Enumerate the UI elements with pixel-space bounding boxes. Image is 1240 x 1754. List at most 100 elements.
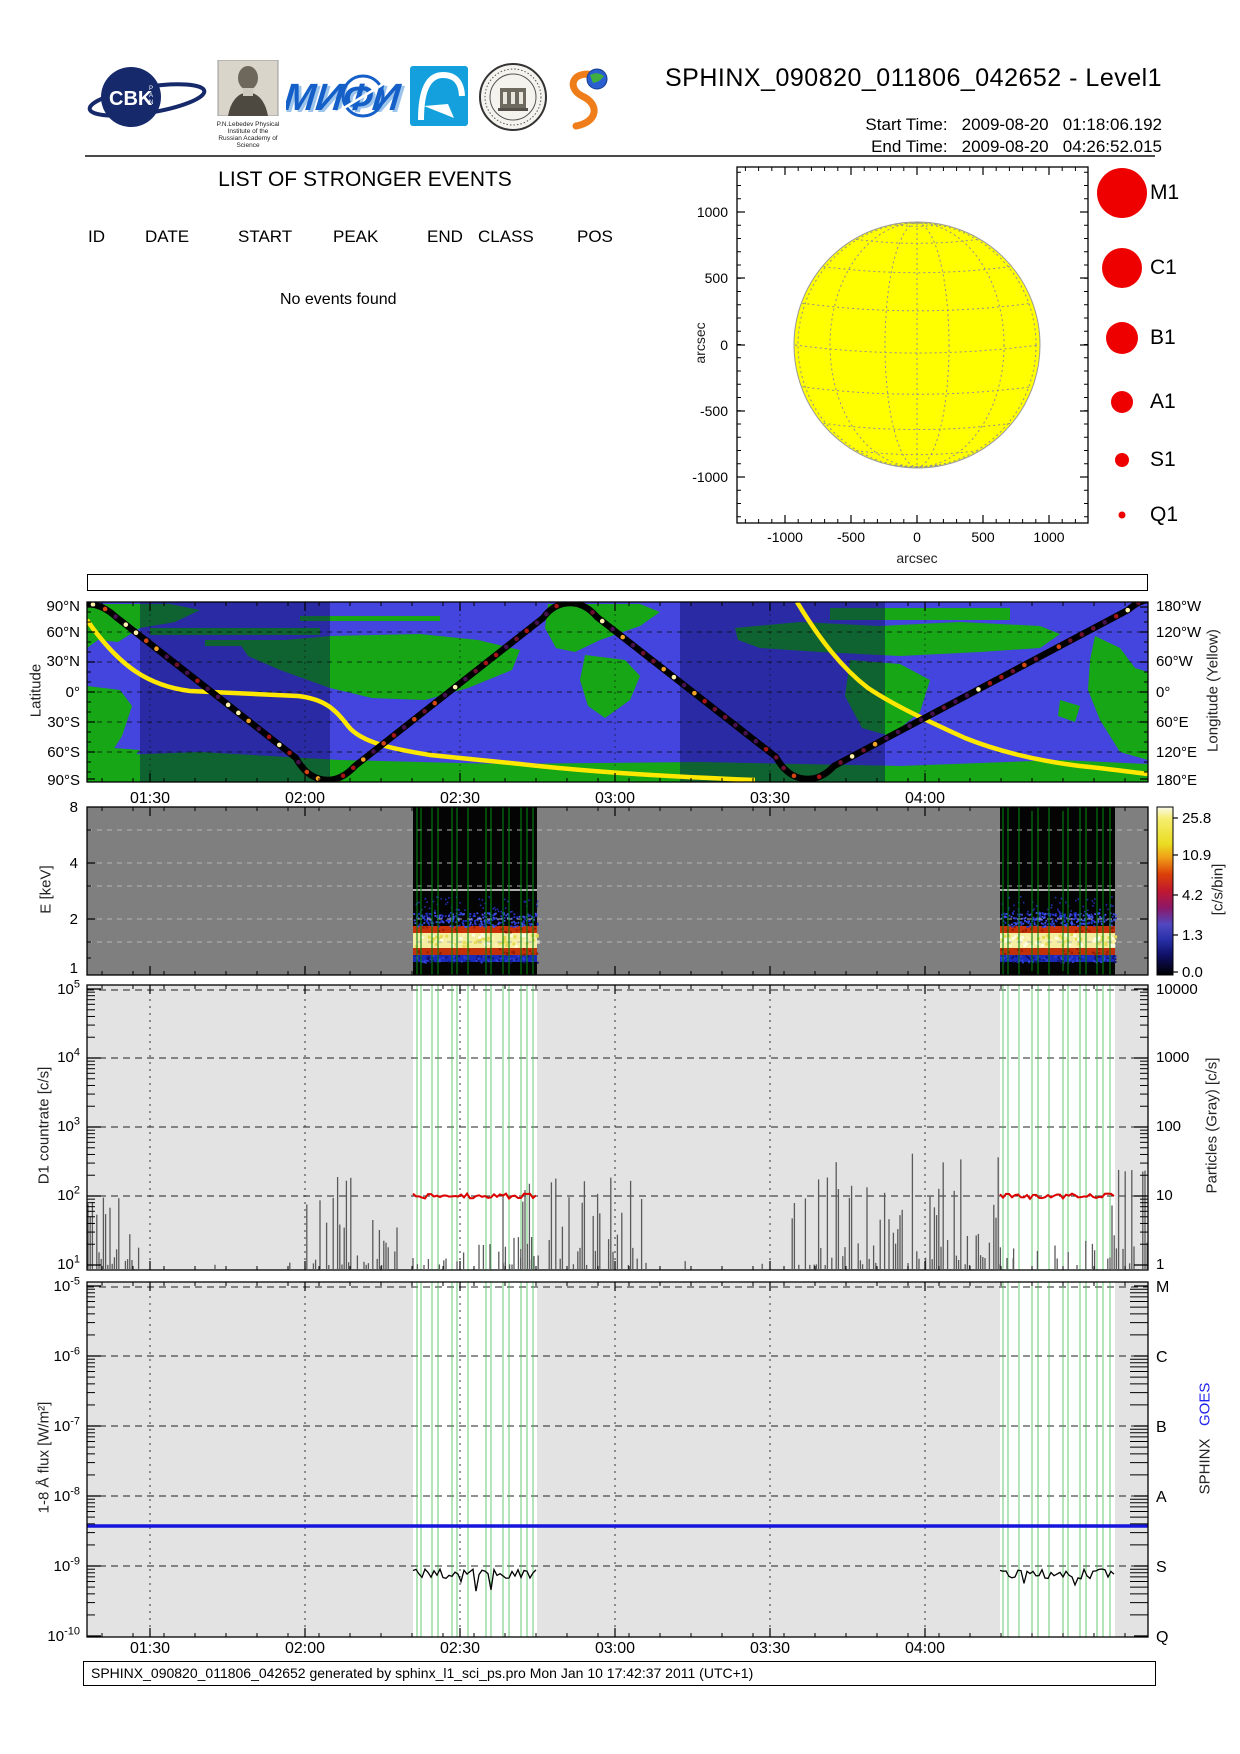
svg-text:101: 101	[57, 1253, 80, 1273]
svg-text:CBK: CBK	[109, 88, 153, 110]
svg-text:25.8: 25.8	[1182, 810, 1211, 827]
cbk-pan-logo: CBK P A N	[85, 64, 207, 130]
svg-text:180°W: 180°W	[1156, 598, 1202, 615]
svg-text:4: 4	[70, 855, 78, 872]
svg-text:2: 2	[70, 911, 78, 928]
svg-text:180°E: 180°E	[1156, 772, 1197, 789]
events-col-pos: POS	[577, 227, 613, 246]
svg-text:10: 10	[1156, 1187, 1173, 1204]
svg-text:60°W: 60°W	[1156, 653, 1194, 670]
lebedev-institute-logo: P.N.Lebedev Physical Institute of the Ru…	[216, 59, 280, 149]
svg-text:1000: 1000	[1156, 1049, 1189, 1066]
footer-box: SPHINX_090820_011806_042652 generated by…	[83, 1661, 1156, 1686]
start-time-row: Start Time: 2009-08-20 01:18:06.192	[847, 95, 1162, 155]
svg-text:1000: 1000	[697, 204, 728, 220]
svg-text:02:00: 02:00	[285, 790, 325, 807]
svg-text:90°S: 90°S	[47, 772, 80, 789]
svg-text:P: P	[149, 86, 153, 92]
ground-track-map	[87, 602, 1148, 782]
svg-text:60°E: 60°E	[1156, 714, 1189, 731]
svg-text:10-10: 10-10	[47, 1625, 80, 1645]
svg-text:10-8: 10-8	[54, 1485, 80, 1505]
map-frame: 90°N 60°N 30°N 0° 30°S 60°S 90°S 180°W 120°W 60°W…	[46, 598, 1202, 807]
legend-label-s1: S1	[1150, 448, 1176, 471]
specula-panormitana-seal	[478, 62, 548, 132]
legend-label-m1: M1	[1150, 181, 1180, 204]
svg-text:102: 102	[57, 1184, 80, 1204]
svg-text:A: A	[149, 93, 153, 99]
events-col-start: START	[238, 227, 293, 246]
svg-text:-1000: -1000	[767, 529, 803, 545]
sphinx-s-logo	[556, 62, 610, 132]
end-time-label: End Time:	[871, 137, 948, 156]
page-title: SPHINX_090820_011806_042652 - Level1	[665, 64, 1163, 92]
end-time-row: End Time: 2009-08-20 04:26:52.015	[852, 117, 1162, 177]
svg-text:90°N: 90°N	[46, 598, 80, 615]
svg-text:03:00: 03:00	[595, 790, 635, 807]
svg-text:120°E: 120°E	[1156, 744, 1197, 761]
svg-text:-500: -500	[837, 529, 865, 545]
svg-text:120°W: 120°W	[1156, 624, 1202, 641]
svg-text:0.0: 0.0	[1182, 964, 1203, 981]
svg-text:100: 100	[1156, 1118, 1181, 1135]
svg-text:02:30: 02:30	[440, 1640, 480, 1657]
svg-text:-500: -500	[700, 403, 728, 419]
svg-text:1: 1	[1156, 1256, 1164, 1273]
header-divider	[85, 155, 1155, 157]
svg-text:0: 0	[720, 337, 728, 353]
events-col-peak: PEAK	[333, 227, 379, 246]
end-time-value: 2009-08-20 04:26:52.015	[961, 137, 1162, 156]
sun-xaxis-title: arcsec	[896, 550, 938, 566]
flare-strip-box	[87, 574, 1148, 591]
svg-text:N: N	[149, 100, 153, 106]
svg-text:60°S: 60°S	[47, 744, 80, 761]
no-events-message: No events found	[280, 291, 397, 308]
mephi-logo: МИФИ МИФИ	[282, 70, 410, 128]
legend-label-q1: Q1	[1150, 503, 1179, 526]
svg-text:10-6: 10-6	[54, 1345, 80, 1365]
svg-text:0: 0	[913, 529, 921, 545]
events-title: LIST OF STRONGER EVENTS	[218, 168, 512, 191]
svg-text:10-5: 10-5	[54, 1275, 80, 1295]
svg-text:A: A	[1156, 1489, 1167, 1506]
svg-text:4.2: 4.2	[1182, 887, 1203, 904]
legend-label-b1: B1	[1150, 326, 1176, 349]
events-col-end: END	[427, 227, 463, 246]
svg-text:30°S: 30°S	[47, 714, 80, 731]
svg-text:10.9: 10.9	[1182, 847, 1211, 864]
start-time-label: Start Time:	[865, 115, 948, 134]
svg-text:01:30: 01:30	[130, 790, 170, 807]
flux-plot: 10-5 10-6 10-7 10-8 10-9 10-10 M C B A S Q 01:30 02:0…	[47, 1275, 1169, 1657]
svg-text:M: M	[1156, 1279, 1169, 1296]
events-col-id: ID	[88, 227, 105, 246]
arch-a-logo	[410, 66, 468, 126]
events-col-date: DATE	[145, 227, 190, 246]
svg-text:03:30: 03:30	[750, 790, 790, 807]
svg-text:02:00: 02:00	[285, 1640, 325, 1657]
svg-text:0°: 0°	[1156, 684, 1170, 701]
svg-text:1: 1	[70, 960, 78, 977]
events-col-class: CLASS	[478, 227, 534, 246]
svg-text:103: 103	[57, 1115, 80, 1135]
spectrogram-plot: 8 4 2 1 25.8 10.9 4.2 1.3 0.0	[70, 799, 1212, 981]
svg-text:Q: Q	[1156, 1629, 1168, 1646]
solar-disk-plot: 1000 500 0 -500 -1000 -1000 -500 0 500 1000	[692, 166, 1147, 545]
svg-text:S: S	[1156, 1559, 1167, 1576]
svg-text:30°N: 30°N	[46, 653, 80, 670]
svg-text:105: 105	[57, 978, 80, 998]
svg-text:C: C	[1156, 1349, 1168, 1366]
svg-text:10-7: 10-7	[54, 1415, 80, 1435]
svg-text:1.3: 1.3	[1182, 927, 1203, 944]
lebedev-caption: P.N.Lebedev Physical Institute of the Ru…	[216, 121, 280, 149]
legend-label-a1: A1	[1150, 390, 1176, 413]
svg-text:04:00: 04:00	[905, 790, 945, 807]
svg-text:02:30: 02:30	[440, 790, 480, 807]
svg-text:0°: 0°	[66, 684, 80, 701]
svg-text:10000: 10000	[1156, 981, 1198, 998]
svg-text:500: 500	[971, 529, 995, 545]
svg-text:10-9: 10-9	[54, 1555, 80, 1575]
svg-text:1000: 1000	[1033, 529, 1064, 545]
